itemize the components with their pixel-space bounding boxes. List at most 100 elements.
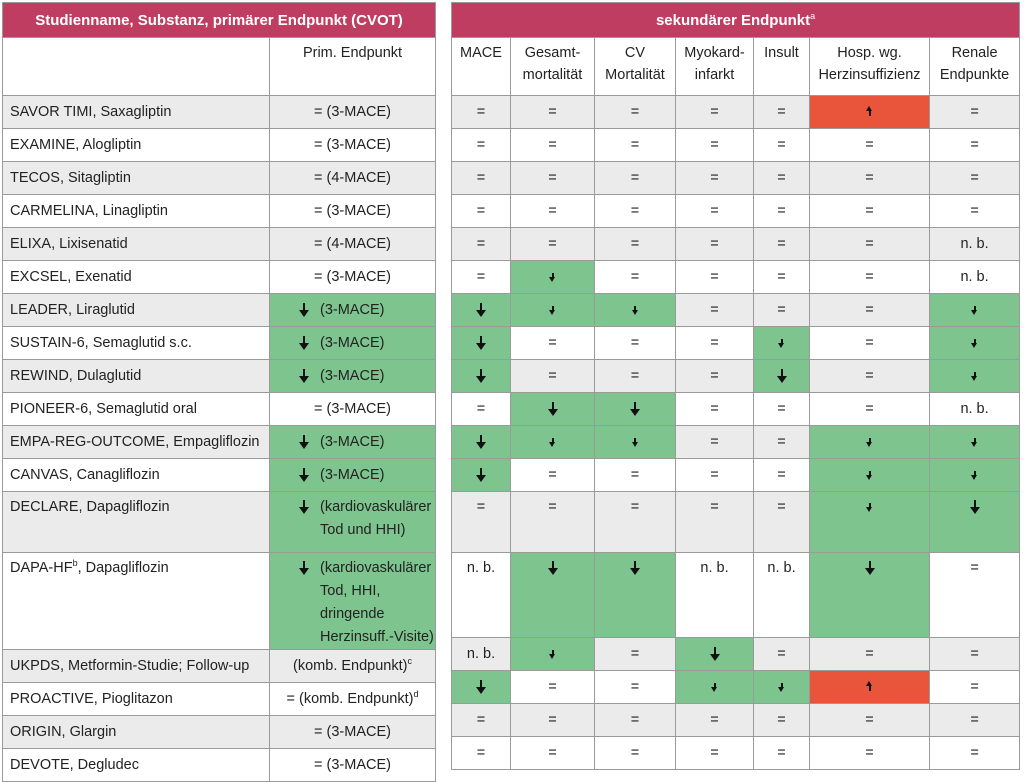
primary-endpoint: = (3-MACE) xyxy=(268,715,437,749)
endpoint-cell: = xyxy=(928,670,1021,704)
endpoint-cell: = xyxy=(928,736,1021,770)
table-row: = = = = = xyxy=(451,491,1021,553)
endpoint-cell: = xyxy=(594,637,676,671)
endpoint-cell xyxy=(809,670,930,704)
down-arrow-icon xyxy=(969,500,981,515)
down-arrow-icon xyxy=(709,680,721,694)
endpoint-cell xyxy=(510,260,595,294)
right-header-title: sekundärer Endpunkt xyxy=(655,11,811,29)
primary-endpoint: (kardiovaskulärer Tod, HHI, dringende He… xyxy=(268,552,437,650)
endpoint-cell: = xyxy=(753,161,810,195)
endpoint-cell: = xyxy=(510,326,595,360)
endpoint-cell: = xyxy=(451,260,511,294)
endpoint-cell xyxy=(809,552,930,638)
study-name: EXCSEL, Exenatid xyxy=(2,260,270,294)
secondary-column-header: Gesamt-mortalität xyxy=(510,37,595,96)
endpoint-cell: = xyxy=(675,326,754,360)
endpoint-cell xyxy=(451,670,511,704)
endpoint-cell: = xyxy=(510,736,595,770)
down-arrow-icon xyxy=(864,561,876,576)
study-name: SAVOR TIMI, Saxagliptin xyxy=(2,95,270,129)
table-row: REWIND, Dulaglutid (3-MACE) xyxy=(2,359,437,393)
endpoint-cell: = xyxy=(809,260,930,294)
endpoint-cell: = xyxy=(510,670,595,704)
endpoint-cell: = xyxy=(451,161,511,195)
down-arrow-icon xyxy=(629,303,641,317)
study-name: PIONEER-6, Semaglutid oral xyxy=(2,392,270,426)
endpoint-cell: = xyxy=(753,736,810,770)
primary-endpoint: (kardiovaskulärer Tod und HHI) xyxy=(268,491,437,553)
table-row: = = = = xyxy=(451,326,1021,360)
down-arrow-icon xyxy=(298,500,310,514)
primary-endpoint: = (3-MACE) xyxy=(268,748,437,782)
endpoint-cell xyxy=(675,637,754,671)
study-name: DAPA-HFb, Dapagliflozin xyxy=(2,552,270,650)
table-row: PROACTIVE, Pioglitazon = (komb. Endpunkt)… xyxy=(2,682,437,716)
primary-endpoint: = (3-MACE) xyxy=(268,95,437,129)
endpoint-cell xyxy=(510,425,595,459)
endpoint-cell: = xyxy=(675,458,754,492)
table-row: = = = = n. b. xyxy=(451,392,1021,426)
down-arrow-icon xyxy=(298,434,310,449)
endpoint-cell: = xyxy=(510,95,595,129)
primary-endpoint: = (4-MACE) xyxy=(268,227,437,261)
endpoint-cell xyxy=(809,95,930,129)
endpoint-cell: = xyxy=(451,736,511,770)
study-name: EMPA-REG-OUTCOME, Empagliflozin xyxy=(2,425,270,459)
endpoint-cell: = xyxy=(928,128,1021,162)
down-arrow-icon xyxy=(475,467,487,482)
down-arrow-icon xyxy=(298,561,310,575)
table-row: EMPA-REG-OUTCOME, Empagliflozin (3-MACE) xyxy=(2,425,437,459)
endpoint-cell: = xyxy=(809,128,930,162)
primary-endpoint: (3-MACE) xyxy=(268,293,437,327)
endpoint-cell: = xyxy=(451,392,511,426)
endpoint-cell xyxy=(594,293,676,327)
primary-endpoint: (komb. Endpunkt)c xyxy=(268,649,437,683)
endpoint-cell: = xyxy=(928,552,1021,638)
endpoint-cell: = xyxy=(928,161,1021,195)
endpoint-cell: = xyxy=(753,227,810,261)
down-arrow-icon xyxy=(475,434,487,449)
down-arrow-icon xyxy=(776,336,788,350)
down-arrow-icon xyxy=(969,336,981,350)
down-arrow-icon xyxy=(969,468,981,482)
table-row: = = = = = = = xyxy=(451,194,1021,228)
study-name: CANVAS, Canagliflozin xyxy=(2,458,270,492)
table-row: EXCSEL, Exenatid = (3-MACE) xyxy=(2,260,437,294)
endpoint-cell: = xyxy=(594,227,676,261)
endpoint-cell: = xyxy=(675,703,754,737)
table-row: = = = = = = = xyxy=(451,736,1021,770)
primary-endpoint: (3-MACE) xyxy=(268,326,437,360)
table-row: = = = = = n. b. xyxy=(451,260,1021,294)
endpoint-cell xyxy=(451,359,511,393)
table-row: = = = = = = n. b. xyxy=(451,227,1021,261)
table-row: DECLARE, Dapagliflozin (kardiovaskulärer … xyxy=(2,491,437,553)
table-row: = = = = = = xyxy=(451,95,1021,129)
table-row: = = = = = = = xyxy=(451,703,1021,737)
endpoint-cell xyxy=(753,670,810,704)
down-arrow-icon xyxy=(298,467,310,482)
endpoint-cell: = xyxy=(753,458,810,492)
endpoint-cell: = xyxy=(753,95,810,129)
right-header: sekundärer Endpunkta xyxy=(450,2,1021,38)
table-row: DEVOTE, Degludec = (3-MACE) xyxy=(2,748,437,782)
down-arrow-icon xyxy=(776,368,788,383)
endpoint-cell: = xyxy=(594,670,676,704)
secondary-column-header: MACE xyxy=(451,37,511,96)
endpoint-cell xyxy=(594,552,676,638)
study-name: DECLARE, Dapagliflozin xyxy=(2,491,270,553)
table-row: = = xyxy=(451,425,1021,459)
endpoint-cell xyxy=(510,293,595,327)
endpoint-cell: = xyxy=(675,95,754,129)
secondary-column-header: Hosp. wg. Herzinsuffizienz xyxy=(809,37,930,96)
down-arrow-icon xyxy=(547,561,559,576)
table-row: n. b. n. b. n. b. = xyxy=(451,552,1021,638)
endpoint-cell: = xyxy=(451,128,511,162)
endpoint-cell: = xyxy=(753,491,810,553)
endpoint-cell xyxy=(928,359,1021,393)
study-name: ELIXA, Lixisenatid xyxy=(2,227,270,261)
endpoint-cell: = xyxy=(675,161,754,195)
primary-endpoint: = (komb. Endpunkt)d xyxy=(268,682,437,716)
endpoint-cell: = xyxy=(753,392,810,426)
table-row: ELIXA, Lixisenatid = (4-MACE) xyxy=(2,227,437,261)
